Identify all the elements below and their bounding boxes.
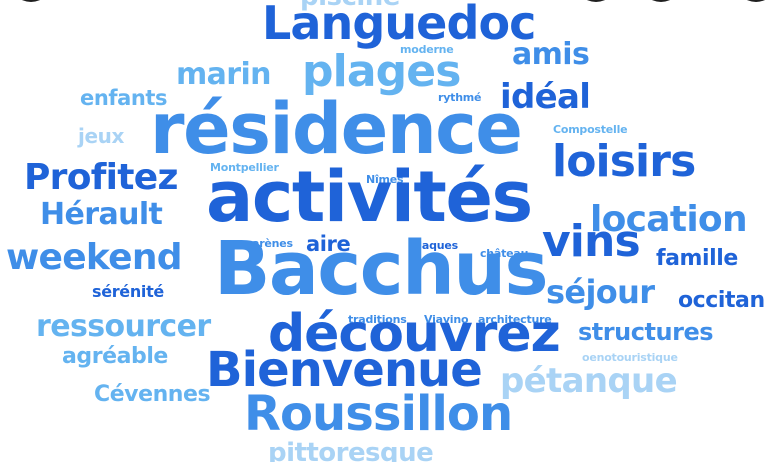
word-marin: marin — [176, 57, 272, 92]
word-nimes: Nîmes — [366, 173, 404, 186]
word-vins: vins — [542, 216, 641, 267]
top-edge-shape — [10, 0, 52, 2]
word-activites: activités — [206, 156, 533, 238]
word-profitez: Profitez — [24, 157, 178, 198]
word-traditions: traditions — [348, 313, 407, 326]
top-edge-shape — [735, 0, 777, 2]
word-chateau: château — [480, 247, 529, 260]
word-jeux: jeux — [78, 124, 124, 148]
word-aire: aire — [306, 232, 351, 256]
word-compostelle: Compostelle — [553, 123, 628, 136]
word-pittoresque: pittoresque — [268, 438, 434, 462]
word-agreable: agréable — [62, 344, 168, 369]
word-enfants: enfants — [80, 86, 168, 110]
word-famille: famille — [656, 246, 738, 271]
word-structures: structures — [578, 318, 714, 346]
word-cevennes: Cévennes — [94, 382, 211, 407]
word-moderne: moderne — [400, 43, 454, 56]
word-ideal: idéal — [500, 77, 591, 117]
word-amis: amis — [512, 37, 590, 72]
word-montpellier: Montpellier — [210, 161, 279, 174]
word-petanque: pétanque — [500, 361, 678, 401]
word-bacchus: Bacchus — [214, 226, 549, 312]
top-edge-shape — [640, 0, 682, 2]
word-bienvenue: Bienvenue — [206, 342, 483, 398]
word-oenotouristique: oenotouristique — [582, 351, 678, 364]
word-residence: résidence — [150, 88, 523, 170]
word-location: location — [590, 199, 748, 240]
word-arenes: arènes — [252, 237, 293, 250]
word-occitan: occitan — [678, 288, 765, 313]
word-sejour: séjour — [546, 273, 655, 311]
word-serenite: sérénité — [92, 282, 164, 301]
top-edge-shape — [575, 0, 617, 2]
word-rythme: rythmé — [438, 91, 482, 104]
word-ressourcer: ressourcer — [36, 309, 211, 344]
word-architecture: architecture — [478, 313, 552, 326]
word-viavino: Viavino — [424, 313, 469, 326]
word-piscine: piscine — [300, 0, 400, 10]
word-weekend: weekend — [6, 237, 183, 278]
word-roussillon: Roussillon — [244, 386, 513, 442]
word-herault: Hérault — [40, 197, 163, 232]
word-jaques: Jaques — [418, 239, 458, 252]
word-plages: plages — [302, 46, 461, 97]
word-loisirs: loisirs — [552, 136, 696, 187]
word-decouvrez: découvrez — [268, 304, 561, 364]
word-languedoc: Languedoc — [262, 0, 536, 50]
